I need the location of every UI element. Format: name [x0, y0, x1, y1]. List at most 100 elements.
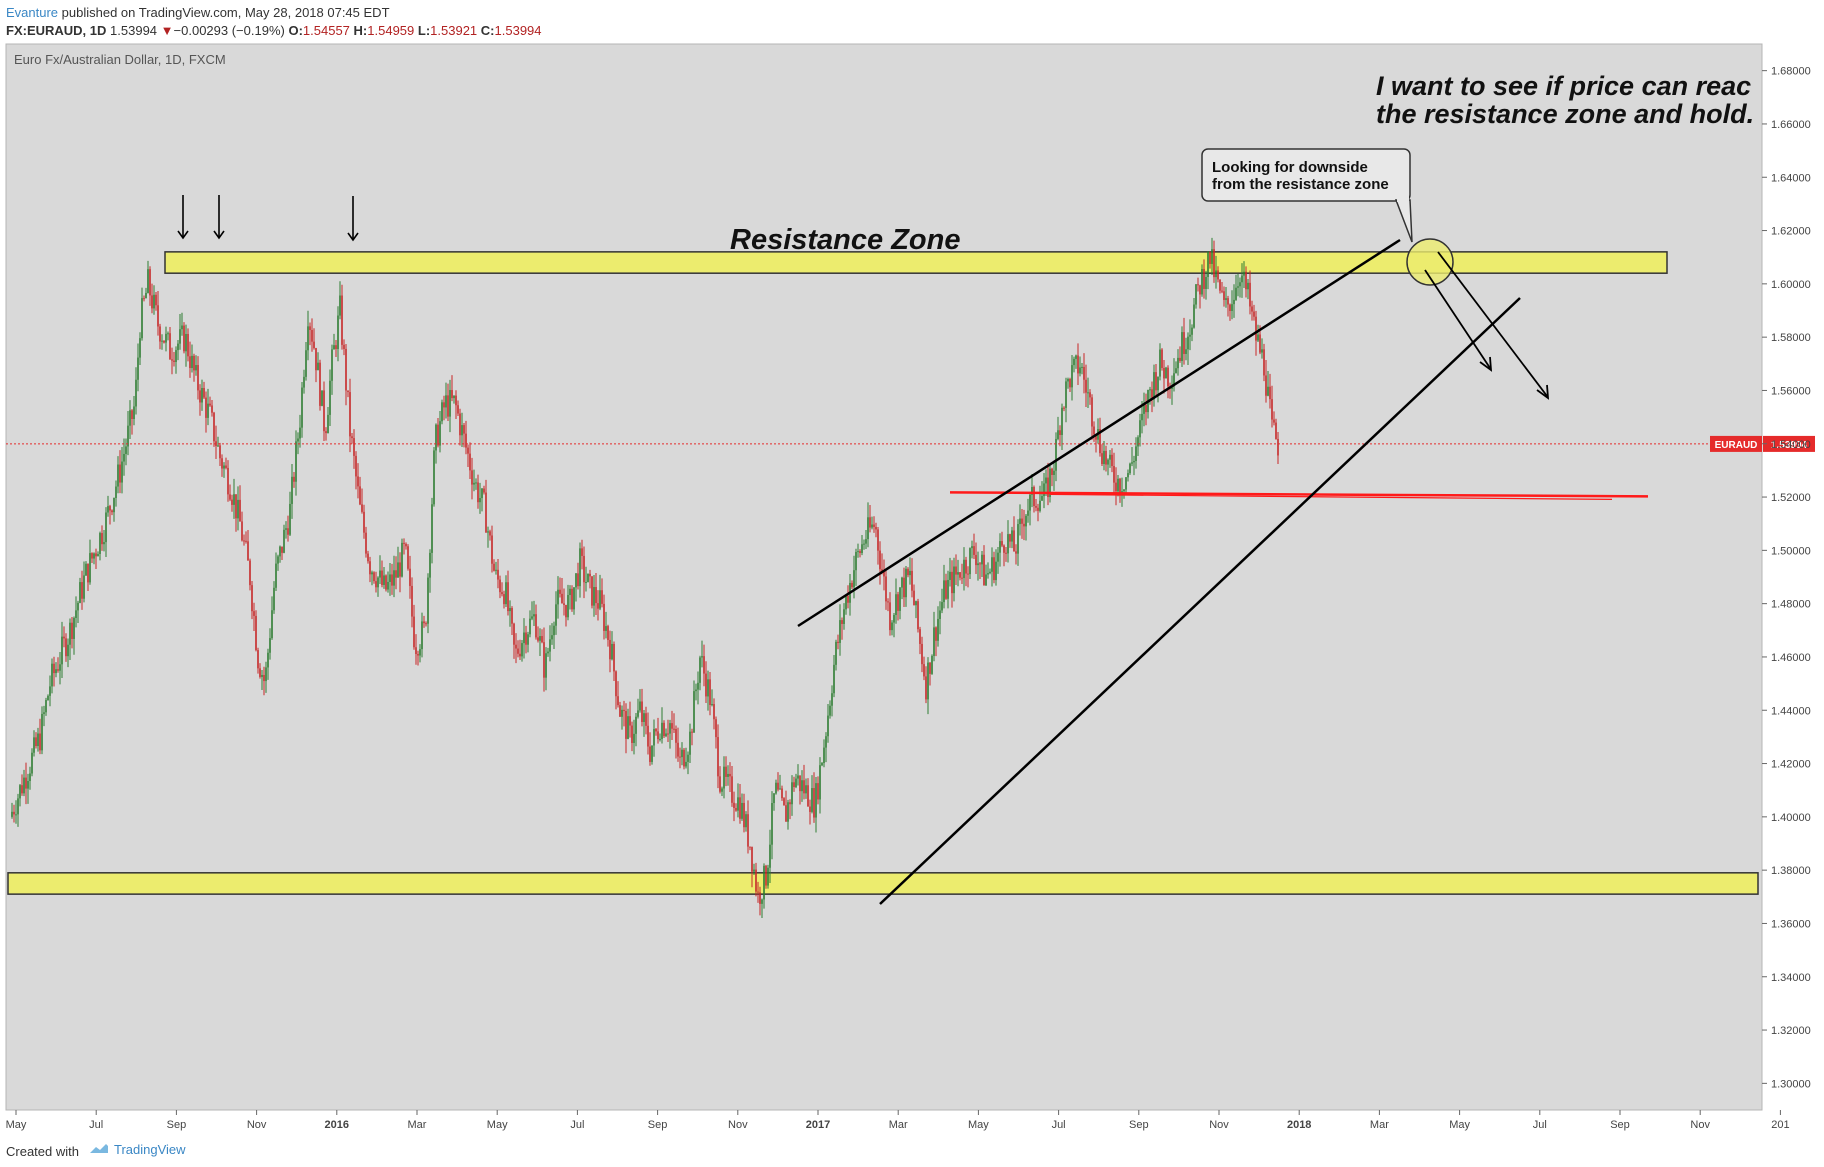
candle-body: [1103, 450, 1105, 464]
candle-body: [529, 618, 531, 635]
candle-body: [1205, 276, 1207, 289]
candle-body: [235, 494, 237, 519]
candle-body: [893, 615, 895, 623]
candle-body: [637, 710, 639, 717]
candle-body: [327, 414, 329, 434]
candle-body: [251, 585, 253, 612]
candle-body: [625, 711, 627, 739]
candle-body: [863, 543, 865, 545]
candle-body: [1085, 379, 1087, 393]
y-tick-label: 1.60000: [1771, 279, 1811, 291]
author-link[interactable]: Evanture: [6, 5, 59, 20]
candle-body: [117, 464, 119, 487]
candle-body: [1213, 249, 1215, 278]
candle-body: [1137, 437, 1139, 447]
candle-body: [761, 899, 763, 904]
candle-body: [405, 543, 407, 547]
candle-body: [493, 563, 495, 571]
candle-body: [131, 410, 133, 420]
candle-body: [373, 572, 375, 582]
candle-body: [735, 808, 737, 811]
candle-body: [241, 521, 243, 541]
candle-body: [823, 747, 825, 764]
candle-body: [403, 542, 405, 544]
symbol-badge: EURAUD: [1715, 440, 1758, 451]
candle-body: [1001, 541, 1003, 546]
candle-body: [121, 461, 123, 483]
candle-body: [985, 574, 987, 586]
candle-body: [653, 729, 655, 746]
candle-body: [379, 570, 381, 578]
candle-body: [563, 603, 565, 605]
candle-body: [285, 528, 287, 530]
candle-body: [431, 504, 433, 553]
candle-body: [663, 722, 665, 737]
candle-body: [499, 579, 501, 593]
candle-body: [651, 745, 653, 762]
candle-body: [665, 733, 667, 737]
candle-body: [919, 629, 921, 644]
candle-body: [1219, 279, 1221, 291]
candle-body: [703, 656, 705, 674]
candle-body: [1125, 477, 1127, 490]
candle-body: [695, 689, 697, 692]
price-chart[interactable]: EURAUD 1.53994 1.68000 1.66000 1.64000 1.620…: [0, 0, 1824, 1136]
candle-body: [591, 576, 593, 606]
candle-body: [271, 610, 273, 639]
candle-body: [805, 785, 807, 794]
candle-body: [1059, 430, 1061, 435]
candle-body: [727, 773, 729, 777]
candle-body: [1089, 392, 1091, 398]
candle-body: [29, 773, 31, 782]
candle-body: [45, 700, 47, 713]
candle-body: [545, 653, 547, 678]
candle-body: [839, 620, 841, 643]
candle-body: [809, 806, 811, 812]
y-tick-label: 1.44000: [1771, 705, 1811, 717]
candle-body: [739, 797, 741, 819]
tradingview-link[interactable]: TradingView: [88, 1142, 186, 1158]
headline-line2: the resistance zone and hold.: [1376, 99, 1754, 129]
candle-body: [229, 494, 231, 500]
candle-body: [1171, 386, 1173, 389]
tradingview-cloud-icon: [88, 1143, 110, 1158]
candle-body: [369, 561, 371, 575]
candle-body: [693, 691, 695, 733]
candle-body: [63, 636, 65, 639]
candle-body: [479, 498, 481, 503]
candle-body: [799, 775, 801, 792]
price-badge-bg: [1763, 435, 1815, 452]
candle-body: [1113, 466, 1115, 483]
candle-body: [139, 338, 141, 358]
tradingview-brand: TradingView: [114, 1142, 186, 1157]
candle-body: [789, 802, 791, 805]
candle-body: [463, 425, 465, 434]
candle-body: [569, 588, 571, 596]
candle-body: [357, 476, 359, 487]
candle-body: [437, 424, 439, 446]
y-tick-label: 1.68000: [1771, 66, 1811, 78]
candle-body: [423, 621, 425, 624]
candle-body: [997, 552, 999, 562]
symbol-summary: FX:EURAUD, 1D 1.53994 ▼−0.00293 (−0.19%)…: [6, 23, 542, 38]
candle-body: [225, 465, 227, 468]
candle-body: [1033, 487, 1035, 506]
callout-box[interactable]: Looking for downside from the resistance…: [1201, 148, 1413, 243]
candle-body: [649, 746, 651, 762]
candle-body: [953, 566, 955, 594]
candle-body: [137, 357, 139, 380]
candle-body: [1067, 379, 1069, 382]
y-tick-label: 1.38000: [1771, 865, 1811, 877]
candle-body: [309, 326, 311, 330]
candle-body: [827, 715, 829, 737]
candle-body: [503, 594, 505, 605]
candle-body: [265, 667, 267, 682]
red-support-line-thin: [1049, 493, 1613, 500]
candle-body: [925, 676, 927, 700]
candle-body: [717, 737, 719, 777]
candle-body: [51, 663, 53, 687]
candle-body: [189, 356, 191, 369]
candle-body: [617, 696, 619, 706]
candle-body: [119, 464, 121, 483]
candle-body: [489, 531, 491, 536]
